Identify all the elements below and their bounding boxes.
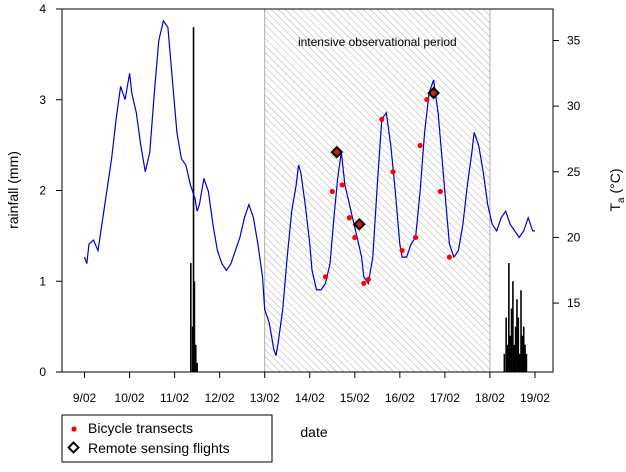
bicycle-transect-point-1 [329,188,335,195]
x-tick-label-2: 11/02 [160,391,189,405]
y-left-tick-label-3: 3 [39,93,46,107]
y-axis-right-title-main: T [607,203,623,212]
y-left-tick-label-2: 2 [39,184,46,198]
x-tick-label-5: 14/02 [295,391,325,405]
y-left-tick-label-0: 0 [39,365,46,379]
x-axis: 9/02 10/02 11/02 12/02 13/02 14/02 15/02 16/02 1… [73,372,550,405]
bicycle-transect-point-5 [361,280,367,286]
x-tick-label-3: 12/02 [205,391,235,405]
temperature-series-line [83,19,535,356]
bicycle-transect-point-10 [413,234,419,241]
y-right-tick-label-2: 25 [567,165,581,179]
legend-marker-flights [67,441,80,454]
bicycle-transect-point-4 [352,234,358,241]
y-axis-right-title: Ta (°C) [607,168,626,211]
y-left-tick-label-4: 4 [39,2,46,16]
x-tick-label-7: 16/02 [385,391,415,405]
y-right-tick-label-1: 20 [567,230,581,244]
bicycle-transect-point-13 [437,188,443,195]
bicycle-transect-point-12 [424,96,430,103]
rainfall-bars [190,27,528,372]
bicycle-transect-point-7 [379,116,385,122]
bicycle-transect-point-2 [339,182,345,188]
bicycle-transect-point-14 [446,254,452,260]
legend: Bicycle transects Remote sensing flights [61,414,273,463]
x-tick-label-10: 19/02 [520,391,550,405]
y-right-tick-label-0: 15 [567,296,581,310]
bicycle-transect-point-6 [365,276,371,283]
x-tick-label-8: 17/02 [430,391,460,405]
y-left-tick-label-1: 1 [39,274,46,288]
bicycle-transect-point-3 [346,215,352,221]
y-right-tick-label-4: 35 [567,34,581,48]
legend-label-bicycle: Bicycle transects [88,420,193,436]
legend-label-flights: Remote sensing flights [88,440,230,456]
y-axis-right-title-unit: (°C) [607,168,623,197]
y-right-tick-label-3: 30 [567,99,581,113]
x-tick-label-9: 18/02 [475,391,505,405]
x-axis-title: date [300,424,327,440]
bicycle-transect-point-9 [399,247,405,254]
intensive-period-label: intensive observational period [298,35,457,49]
legend-marker-bicycle [71,426,77,432]
y-axis-left-title: rainfall (mm) [5,151,21,229]
x-tick-label-1: 10/02 [115,391,145,405]
bicycle-transect-point-0 [322,274,329,280]
remote-sensing-flight-point-0 [330,145,344,159]
x-tick-label-4: 13/02 [250,391,280,405]
bicycle-transect-point-11 [417,142,423,149]
remote-sensing-flight-point-1 [352,217,366,231]
bicycle-transect-point-8 [390,169,396,175]
temperature-line [83,19,535,356]
y-axis-right-title-sub: a [616,197,626,203]
observation-markers [322,86,452,286]
x-tick-label-0: 9/02 [73,391,97,405]
legend-box [61,414,273,463]
x-tick-label-6: 15/02 [340,391,370,405]
remote-sensing-flight-point-2 [427,86,440,100]
y-axis-right: 15 20 25 30 35 [553,34,581,310]
y-axis-left: 0 1 2 3 4 [39,2,62,379]
